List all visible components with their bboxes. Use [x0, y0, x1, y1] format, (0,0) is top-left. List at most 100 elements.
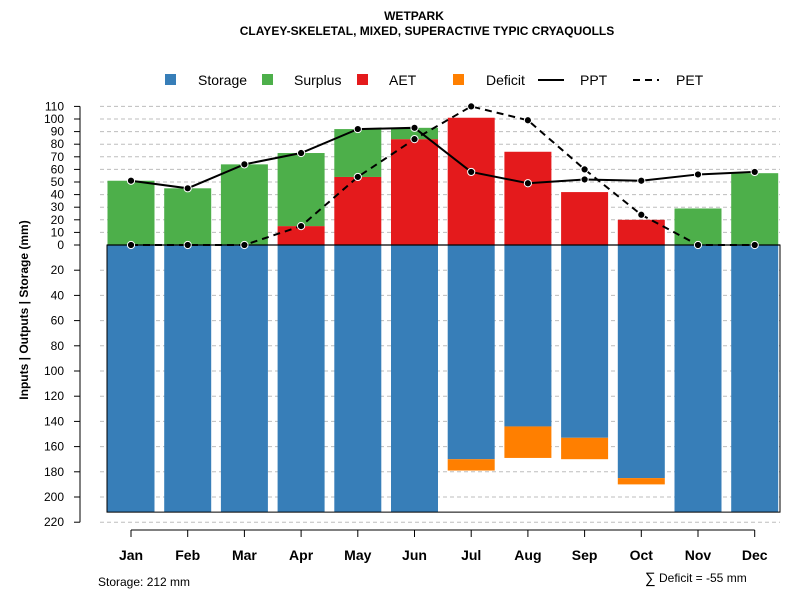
ppt-point [353, 124, 362, 134]
y-tick-label: 40 [51, 288, 65, 302]
bar-deficit [561, 437, 609, 460]
x-tick-label-jan: Jan [119, 547, 143, 563]
y-tick-label: 40 [51, 188, 65, 202]
bar-deficit [447, 459, 495, 471]
y-tick-label: 100 [44, 112, 64, 126]
y-tick-label: 30 [51, 200, 65, 214]
x-tick-label-dec: Dec [742, 547, 768, 563]
ppt-point [183, 184, 192, 193]
ppt-point [467, 167, 476, 177]
bar-deficit [617, 478, 665, 485]
legend-label-surplus: Surplus [294, 72, 341, 88]
bar-aet [391, 139, 438, 245]
pet-point [297, 222, 306, 231]
bar-surplus [731, 173, 779, 245]
x-tick-label-mar: Mar [232, 547, 257, 563]
pet-point [240, 240, 249, 250]
ppt-point [750, 167, 759, 177]
bar-surplus [277, 153, 325, 227]
ppt-point [693, 170, 703, 179]
bar-aet [561, 192, 609, 245]
pet-point [523, 116, 533, 125]
bar-storage [504, 245, 552, 427]
bar-storage [731, 245, 779, 513]
y-tick-label: 80 [51, 339, 65, 353]
pet-point [183, 240, 192, 250]
y-tick-label: 20 [51, 263, 65, 277]
bar-storage [164, 245, 212, 513]
y-tick-label: 200 [44, 490, 64, 504]
x-tick-label-sep: Sep [572, 547, 598, 563]
y-tick-label: 100 [44, 364, 64, 378]
pet-point [410, 135, 419, 144]
axes: 1101009080706050403020100204060801001201… [44, 99, 768, 563]
bar-storage [447, 245, 495, 460]
pet-point [750, 240, 759, 250]
ppt-point [523, 179, 533, 188]
bar-surplus [391, 127, 438, 140]
legend-label-aet: AET [389, 72, 417, 88]
y-tick-label: 120 [44, 389, 64, 403]
ppt-point [126, 176, 136, 185]
y-tick-label: 80 [51, 137, 65, 151]
bar-deficit [504, 426, 552, 458]
x-tick-label-may: May [344, 547, 371, 563]
ppt-point [410, 123, 419, 132]
y-tick-label: 50 [51, 175, 65, 189]
ppt-line [130, 126, 755, 190]
pet-point [693, 240, 703, 250]
series-lines [126, 102, 759, 250]
bar-surplus [107, 180, 155, 245]
legend-swatch-deficit [453, 74, 464, 85]
deficit-sum-symbol: ∑ [645, 570, 656, 587]
bar-storage [107, 245, 155, 513]
legend-label-deficit: Deficit [486, 72, 525, 88]
legend-swatch-storage [165, 74, 176, 85]
x-tick-label-feb: Feb [175, 547, 200, 563]
chart-subtitle: CLAYEY-SKELETAL, MIXED, SUPERACTIVE TYPI… [240, 24, 615, 38]
storage-note: Storage: 212 mm [98, 575, 190, 589]
legend: Storage Surplus AET Deficit PPT PET [165, 72, 704, 88]
chart-title: WETPARK [384, 9, 444, 23]
ppt-point [240, 160, 249, 169]
bar-aet [334, 176, 382, 245]
bars [106, 117, 781, 513]
x-tick-label-oct: Oct [630, 547, 654, 563]
pet-point [126, 240, 136, 250]
y-tick-label: 60 [51, 162, 65, 176]
bar-storage [277, 245, 325, 513]
y-tick-label: 140 [44, 414, 64, 428]
ppt-point [297, 148, 306, 158]
bar-storage [220, 245, 268, 513]
y-axis-label: Inputs | Outputs | Storage (mm) [17, 220, 31, 399]
pet-point [353, 172, 362, 182]
pet-point [637, 210, 646, 219]
y-tick-label: 110 [45, 99, 64, 113]
x-tick-label-nov: Nov [685, 547, 712, 563]
bar-surplus [164, 188, 212, 245]
ppt-point [637, 176, 646, 185]
x-tick-label-aug: Aug [514, 547, 541, 563]
bar-storage [391, 245, 438, 513]
pet-line [131, 105, 755, 246]
legend-swatch-surplus [262, 74, 273, 85]
gridlines [100, 105, 780, 523]
bar-surplus [674, 208, 722, 245]
y-tick-label: 10 [51, 225, 65, 239]
y-tick-label: 160 [44, 440, 64, 454]
y-tick-label: 70 [51, 150, 65, 164]
x-tick-label-jul: Jul [461, 547, 481, 563]
legend-label-pet: PET [676, 72, 704, 88]
y-tick-label: 90 [51, 125, 65, 139]
y-tick-label: 180 [44, 465, 64, 479]
bar-surplus [220, 164, 268, 245]
legend-label-storage: Storage [198, 72, 247, 88]
bar-storage [334, 245, 382, 513]
y-tick-label: 220 [44, 515, 64, 529]
y-tick-label: 0 [57, 238, 64, 252]
bar-storage [617, 245, 665, 479]
y-tick-label: 20 [51, 213, 65, 227]
x-tick-label-apr: Apr [289, 547, 314, 563]
legend-swatch-aet [357, 74, 368, 85]
